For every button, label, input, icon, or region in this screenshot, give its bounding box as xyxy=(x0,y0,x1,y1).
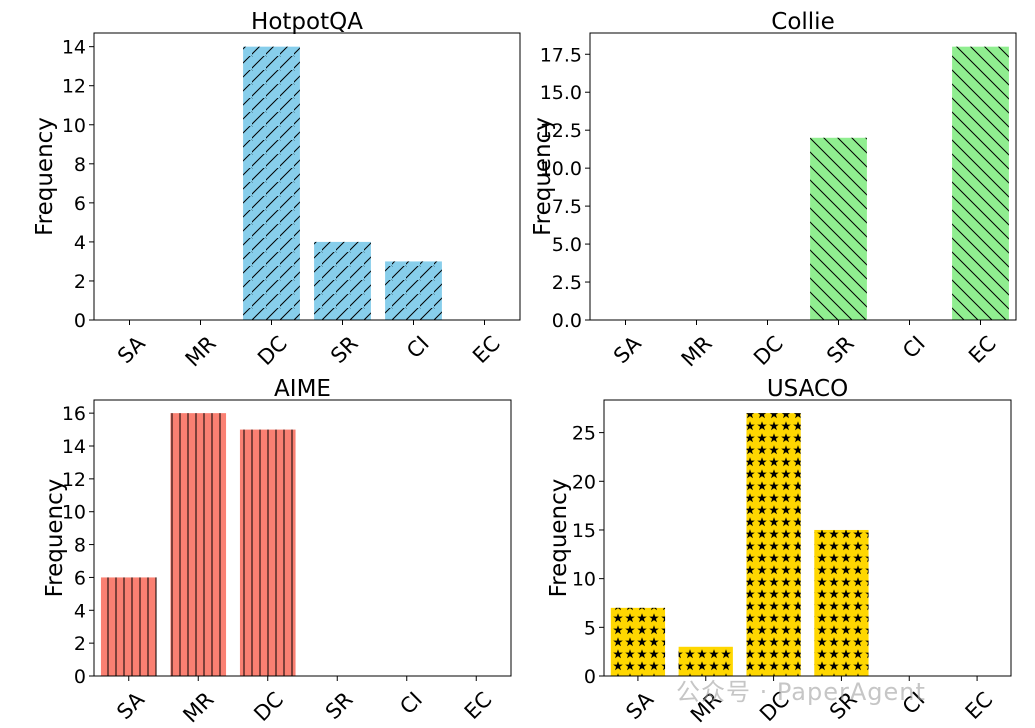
y-tick-label: 12 xyxy=(62,76,86,98)
x-tick-label: SR xyxy=(321,687,358,724)
x-tick-label: EC xyxy=(964,331,1001,368)
bar-hatch-sa xyxy=(610,607,666,676)
x-tick-label: MR xyxy=(677,331,717,371)
x-tick-label: SR xyxy=(326,331,363,368)
axes-frame xyxy=(589,32,1017,321)
y-tick-label: 0 xyxy=(584,666,596,688)
x-tick-label: MR xyxy=(181,331,221,371)
y-tick-label: 14 xyxy=(62,436,86,458)
y-tick-label: 10.0 xyxy=(540,158,582,180)
x-tick-label: CI xyxy=(395,687,427,719)
y-axis-label: Frequency xyxy=(546,479,572,598)
y-axis-label: Frequency xyxy=(32,117,58,236)
bar-hatch-mr xyxy=(678,646,733,676)
y-tick-label: 8 xyxy=(74,535,86,557)
x-tick-label: SA xyxy=(113,331,150,368)
bar-hatch-sr xyxy=(314,241,371,320)
x-tick-label: CI xyxy=(898,331,930,363)
axes-frame xyxy=(93,32,521,321)
chart-title: USACO xyxy=(767,376,848,402)
y-tick-label: 0 xyxy=(74,666,86,688)
x-tick-label: SA xyxy=(621,687,658,724)
y-tick-label: 15.0 xyxy=(540,82,582,104)
y-tick-label: 6 xyxy=(74,567,86,589)
y-tick-label: 12.5 xyxy=(540,120,582,142)
bar-hatch-dc xyxy=(239,429,296,676)
axes-frame xyxy=(603,399,1012,677)
y-tick-label: 4 xyxy=(74,232,86,254)
y-tick-label: 12 xyxy=(62,469,86,491)
y-tick-label: 6 xyxy=(74,193,86,215)
chart-hotpotqa: 0 2 4 6 8 10 12 14 SA MR DC SR CI EC HotpotQA Frequency xyxy=(32,9,521,371)
x-tick-label: CI xyxy=(402,331,434,363)
y-axis-label: Frequency xyxy=(42,479,68,598)
bar-hatch-sr xyxy=(814,529,869,676)
bar-hatch-mr xyxy=(170,413,227,676)
bar-hatch-dc xyxy=(243,46,300,321)
y-tick-label: 10 xyxy=(62,502,86,524)
y-tick-label: 4 xyxy=(74,600,86,622)
x-tick-label: DC xyxy=(249,687,288,726)
x-tick-label: DC xyxy=(253,331,292,370)
y-tick-label: 25 xyxy=(572,423,596,445)
y-tick-label: 5 xyxy=(584,617,596,639)
x-tick-label: SA xyxy=(609,331,646,368)
chart-collie: 0.0 2.5 5.0 7.5 10.0 12.5 15.0 17.5 SA MR DC SR CI EC… xyxy=(530,9,1017,371)
y-tick-label: 15 xyxy=(572,520,596,542)
x-tick-label: EC xyxy=(961,687,998,724)
y-tick-label: 8 xyxy=(74,154,86,176)
x-tick-label: MR xyxy=(178,687,218,727)
chart-title: AIME xyxy=(274,376,331,402)
y-tick-label: 7.5 xyxy=(552,196,582,218)
watermark: 公众号 · PaperAgent xyxy=(676,678,926,706)
x-tick-label: DC xyxy=(749,331,788,370)
y-tick-label: 5.0 xyxy=(552,234,582,256)
chart-title: Collie xyxy=(771,9,834,35)
axes-frame xyxy=(93,399,512,677)
y-tick-label: 16 xyxy=(62,403,86,425)
x-tick-label: SR xyxy=(822,331,859,368)
y-tick-label: 14 xyxy=(62,37,86,59)
bar-hatch-dc xyxy=(746,413,801,676)
chart-aime: 0 2 4 6 8 10 12 14 16 SA MR DC SR CI EC AIME Frequency xyxy=(42,376,512,727)
y-tick-label: 17.5 xyxy=(540,44,582,66)
y-tick-label: 2.5 xyxy=(552,272,582,294)
x-tick-label: SA xyxy=(112,687,149,724)
y-tick-label: 0.0 xyxy=(552,310,582,332)
y-tick-label: 10 xyxy=(62,115,86,137)
y-tick-label: 10 xyxy=(572,569,596,591)
y-tick-label: 2 xyxy=(74,271,86,293)
y-tick-label: 20 xyxy=(572,471,596,493)
y-tick-label: 2 xyxy=(74,633,86,655)
y-axis-label: Frequency xyxy=(530,117,556,236)
bar-hatch-sa xyxy=(100,577,157,676)
x-tick-label: EC xyxy=(468,331,505,368)
bar-hatch-ci xyxy=(385,261,442,320)
chart-title: HotpotQA xyxy=(251,9,363,35)
bar-hatch-ec xyxy=(952,46,1009,321)
bar-hatch-sr xyxy=(810,137,867,320)
y-tick-label: 0 xyxy=(74,310,86,332)
x-tick-label: EC xyxy=(460,687,497,724)
